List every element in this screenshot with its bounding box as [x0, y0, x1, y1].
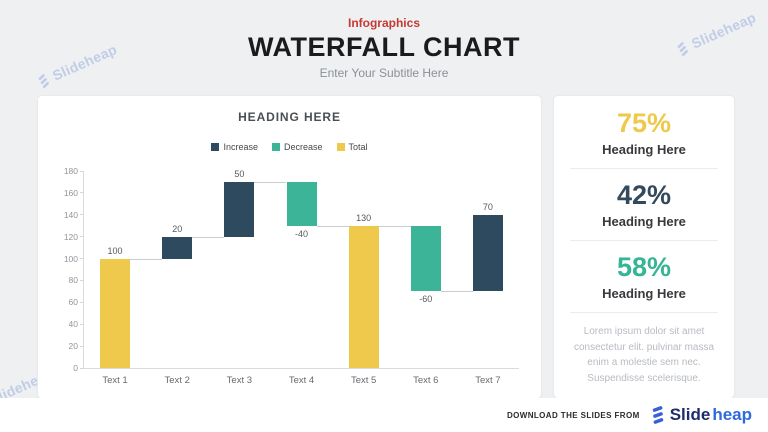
- y-axis-tick-label: 0: [73, 363, 78, 373]
- y-axis-tick-label: 20: [68, 341, 78, 352]
- legend-swatch-increase: [211, 143, 220, 151]
- y-axis-tick-mark: [80, 258, 84, 260]
- waterfall-bar-increase: [162, 236, 193, 259]
- y-axis-tick-mark: [80, 323, 84, 325]
- stat-heading: Heading Here: [602, 142, 686, 158]
- x-axis-category-label: Text 3: [226, 375, 253, 386]
- stat-percent: 75%: [616, 108, 672, 138]
- y-axis-tick-mark: [80, 367, 84, 369]
- legend-label: Increase: [223, 142, 258, 152]
- y-axis-tick-mark: [80, 236, 84, 238]
- bar-value-label: 20: [172, 223, 183, 234]
- waterfall-connector-line: [316, 225, 349, 227]
- y-axis-tick-label: 120: [63, 231, 78, 242]
- stat-item: 58% Heading Here: [554, 252, 734, 301]
- legend-item-total: Total: [336, 142, 368, 152]
- legend-item-increase: Increase: [211, 142, 258, 152]
- slideheap-logo-link[interactable]: Slide heap: [648, 405, 752, 425]
- stat-item: 75% Heading Here: [554, 108, 734, 157]
- footer-bar: DOWNLOAD THE SLIDES FROM Slide heap: [0, 398, 768, 432]
- stat-item: 42% Heading Here: [554, 180, 734, 229]
- chart-card: HEADING HERE Increase Decrease Total 0 20…: [37, 95, 542, 399]
- waterfall-connector-line: [378, 225, 411, 227]
- brand-name-slide: Slide: [669, 405, 711, 424]
- bar-value-label: -40: [294, 228, 308, 239]
- legend-label: Total: [348, 142, 368, 152]
- y-axis-tick-mark: [80, 301, 84, 303]
- waterfall-bar-increase: [224, 181, 255, 237]
- y-axis-tick-mark: [80, 279, 84, 281]
- slideheap-logo-icon: [652, 406, 663, 424]
- waterfall-bar-increase: [472, 214, 503, 292]
- x-axis-category-label: Text 6: [413, 375, 439, 386]
- description-text: Lorem ipsum dolor sit amet consectetur e…: [573, 326, 715, 384]
- legend-swatch-total: [336, 143, 345, 151]
- waterfall-bar-decrease: [410, 225, 441, 292]
- legend-swatch-decrease: [271, 143, 280, 151]
- chart-heading: HEADING HERE: [238, 110, 341, 124]
- legend-item-decrease: Decrease: [271, 142, 323, 152]
- stat-percent: 58%: [616, 252, 672, 283]
- bar-value-label: 70: [482, 201, 493, 212]
- waterfall-connector-line: [130, 258, 163, 260]
- stat-percent: 42%: [616, 180, 672, 211]
- bar-value-label: 100: [107, 245, 123, 256]
- y-axis-tick-mark: [80, 192, 84, 194]
- slide-header: Infographics WATERFALL CHART Enter Your …: [0, 16, 768, 80]
- brand-name-heap: heap: [712, 405, 752, 424]
- x-axis-category-label: Text 7: [475, 375, 501, 386]
- eyebrow-label: Infographics: [347, 16, 420, 30]
- legend-label: Decrease: [283, 142, 323, 152]
- bar-value-label: 50: [234, 168, 245, 179]
- divider: [570, 240, 718, 242]
- x-axis-category-label: Text 5: [350, 375, 377, 386]
- divider: [570, 312, 718, 314]
- footer-download-text: DOWNLOAD THE SLIDES FROM: [506, 410, 640, 420]
- y-axis-tick-label: 100: [63, 253, 78, 264]
- y-axis-tick-mark: [80, 170, 84, 172]
- page-subtitle: Enter Your Subtitle Here: [319, 66, 449, 80]
- waterfall-connector-line: [254, 181, 287, 183]
- stat-heading: Heading Here: [602, 214, 686, 230]
- y-axis-tick-label: 80: [68, 275, 78, 286]
- y-axis-tick-label: 160: [63, 187, 78, 198]
- stats-list: 75% Heading Here 42% Heading Here 58% He…: [554, 96, 734, 386]
- waterfall-plot: 0 20 40 60 80 100 120 140 160 180 100 Text 1 20 Text …: [64, 166, 519, 386]
- stats-card: 75% Heading Here 42% Heading Here 58% He…: [553, 95, 735, 399]
- y-axis-tick-label: 40: [68, 319, 78, 330]
- bar-value-label: 130: [356, 212, 372, 223]
- y-axis-tick-label: 60: [68, 297, 78, 308]
- y-axis-tick-mark: [80, 214, 84, 216]
- x-axis-category-label: Text 1: [102, 375, 128, 386]
- waterfall-connector-line: [440, 291, 473, 293]
- y-axis-tick-mark: [80, 345, 84, 347]
- y-axis-tick-label: 140: [63, 209, 78, 220]
- x-axis-category-label: Text 2: [164, 375, 190, 386]
- page-title: WATERFALL CHART: [248, 32, 520, 62]
- stat-heading: Heading Here: [602, 286, 686, 302]
- chart-legend: Increase Decrease Total: [38, 142, 541, 152]
- y-axis-tick-label: 180: [63, 166, 78, 176]
- bar-value-label: -60: [419, 294, 433, 305]
- waterfall-bar-decrease: [286, 181, 317, 226]
- divider: [570, 168, 718, 170]
- x-axis-category-label: Text 4: [288, 375, 315, 386]
- waterfall-bar-total: [348, 225, 379, 368]
- waterfall-bar-total: [100, 258, 131, 368]
- waterfall-connector-line: [192, 236, 225, 238]
